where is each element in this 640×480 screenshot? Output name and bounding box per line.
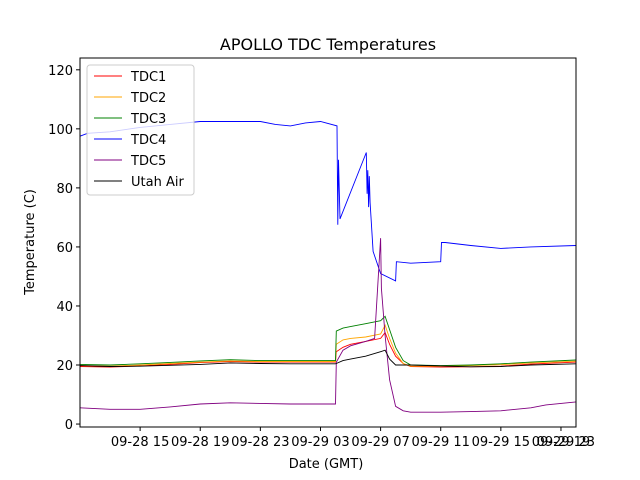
x-tick-label: 09-28 15 [111,435,169,450]
legend-label: TDC3 [130,112,166,127]
y-tick-label: 100 [48,123,73,138]
x-tick-label: 09-28 19 [171,435,229,450]
x-tick-label: 09-29 07 [351,435,409,450]
series-line-tdc1 [79,331,577,368]
x-tick-label: 09-29 15 [472,435,530,450]
y-tick-label: 20 [56,359,73,374]
x-tick-label: 09-29 11 [412,435,470,450]
x-tick-label: 09-29 23 [537,435,595,450]
legend-label: TDC4 [130,133,166,148]
series-line-tdc5 [79,238,577,413]
legend-label: TDC1 [130,70,166,85]
y-ticks: 0 20 40 60 80 100 120 [48,64,80,433]
y-axis-label: Temperature (C) [23,189,38,296]
chart-title: APOLLO TDC Temperatures [220,35,436,54]
x-ticks: 09-28 15 09-28 19 09-28 23 09-29 03 09-29 07… [111,427,595,450]
plot-frame [79,57,577,428]
legend: TDC1 TDC2 TDC3 TDC4 TDC5 Utah Air [86,64,195,196]
x-tick-label: 09-29 19 [532,435,590,450]
y-tick-label: 120 [48,64,73,79]
series-layer [79,121,577,413]
series-line-utah-air [79,349,577,368]
legend-label: Utah Air [131,175,184,190]
x-tick-label: 09-28 23 [231,435,289,450]
y-tick-label: 0 [65,418,73,433]
x-tick-label: 09-29 03 [291,435,349,450]
y-tick-label: 60 [56,241,73,256]
x-axis-label: Date (GMT) [289,457,364,472]
y-tick-label: 80 [56,182,73,197]
legend-label: TDC2 [130,91,166,106]
y-tick-label: 40 [56,300,73,315]
legend-label: TDC5 [130,154,166,169]
series-line-tdc4 [79,121,577,282]
